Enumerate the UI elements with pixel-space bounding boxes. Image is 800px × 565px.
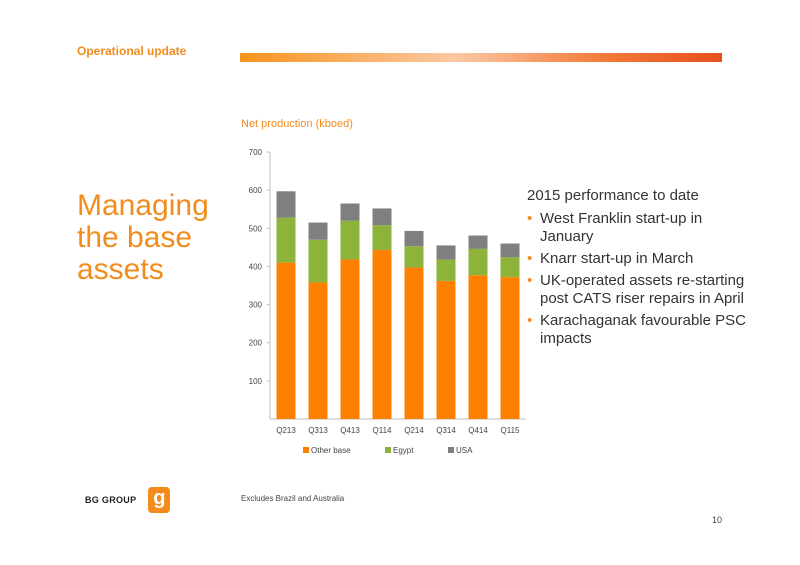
logo-mark-icon: g: [148, 487, 171, 513]
bullet-text: Knarr start-up in March: [540, 250, 694, 267]
bar-segment-egypt: [500, 257, 520, 278]
bar-segment-usa: [468, 235, 488, 249]
bar-segment-other-base: [276, 262, 296, 419]
bullet-dot-icon: •: [527, 250, 533, 267]
bullet-item: • Karachaganak favourable PSC impacts: [527, 312, 747, 348]
bullet-text: Karachaganak favourable PSC impacts: [540, 312, 746, 347]
bar-segment-egypt: [468, 248, 488, 276]
bullet-item: • UK-operated assets re-starting post CAT…: [527, 272, 747, 308]
bar-segment-egypt: [308, 239, 328, 283]
bullet-panel: 2015 performance to date • West Franklin …: [527, 187, 747, 352]
bar-segment-other-base: [308, 282, 328, 419]
legend-swatch: [385, 447, 391, 453]
x-tick-label: Q115: [501, 426, 521, 435]
header-gradient-bar: [240, 53, 722, 62]
x-tick-label: Q314: [436, 426, 456, 435]
bar-segment-other-base: [500, 277, 520, 419]
bullet-list: • West Franklin start-up in January • Knar…: [527, 210, 747, 348]
bullet-dot-icon: •: [527, 210, 533, 227]
bar-segment-usa: [340, 203, 360, 221]
bar-segment-other-base: [340, 259, 360, 419]
bar-segment-usa: [436, 245, 456, 260]
legend-label: Other base: [311, 446, 351, 455]
bar-segment-other-base: [372, 250, 392, 419]
x-tick-label: Q213: [276, 426, 296, 435]
y-tick-label: 200: [249, 339, 263, 348]
bar-segment-egypt: [340, 220, 360, 260]
bullet-text: UK-operated assets re-starting post CATS…: [540, 272, 745, 307]
legend-swatch: [448, 447, 454, 453]
bar-segment-egypt: [276, 217, 296, 263]
legend-label: USA: [456, 446, 473, 455]
bar-segment-other-base: [404, 267, 424, 419]
slide-title: Managing the base assets: [77, 189, 209, 286]
legend-swatch: [303, 447, 309, 453]
production-chart: 100 200 300 400 500 600 700 Q213 Q313 Q413 Q114 Q21…: [249, 148, 526, 455]
logo-text: BG GROUP: [85, 495, 137, 505]
y-tick-label: 500: [249, 224, 263, 233]
bar-segment-other-base: [436, 280, 456, 419]
bullet-dot-icon: •: [527, 312, 533, 329]
bullet-text: West Franklin start-up in January: [540, 210, 703, 245]
x-tick-label: Q313: [308, 426, 328, 435]
y-tick-label: 300: [249, 301, 263, 310]
company-logo: BG GROUP g: [85, 487, 171, 513]
y-tick-label: 600: [249, 186, 263, 195]
bar-segment-usa: [308, 222, 328, 240]
bar-segment-usa: [276, 191, 296, 218]
bullets-heading: 2015 performance to date: [527, 187, 699, 204]
bar-segment-egypt: [436, 259, 456, 281]
bar-segment-usa: [404, 230, 424, 247]
bar-segment-usa: [372, 208, 392, 226]
bar-segment-usa: [500, 243, 520, 258]
bullet-dot-icon: •: [527, 272, 533, 289]
x-tick-label: Q414: [468, 426, 488, 435]
footnote: Excludes Brazil and Australia: [241, 494, 345, 503]
chart-title: Net production (kboed): [241, 118, 353, 130]
section-title: Operational update: [77, 44, 187, 58]
y-tick-label: 100: [249, 377, 263, 386]
x-tick-label: Q114: [373, 426, 393, 435]
page-number: 10: [712, 515, 723, 525]
bullet-item: • Knarr start-up in March: [527, 250, 747, 268]
y-tick-label: 700: [249, 148, 263, 157]
bar-segment-other-base: [468, 275, 488, 419]
x-tick-label: Q413: [340, 426, 360, 435]
y-tick-label: 400: [249, 262, 263, 271]
bar-segment-egypt: [372, 225, 392, 251]
bar-segment-egypt: [404, 246, 424, 268]
bullet-item: • West Franklin start-up in January: [527, 210, 747, 246]
x-tick-label: Q214: [404, 426, 424, 435]
legend-label: Egypt: [393, 446, 414, 455]
